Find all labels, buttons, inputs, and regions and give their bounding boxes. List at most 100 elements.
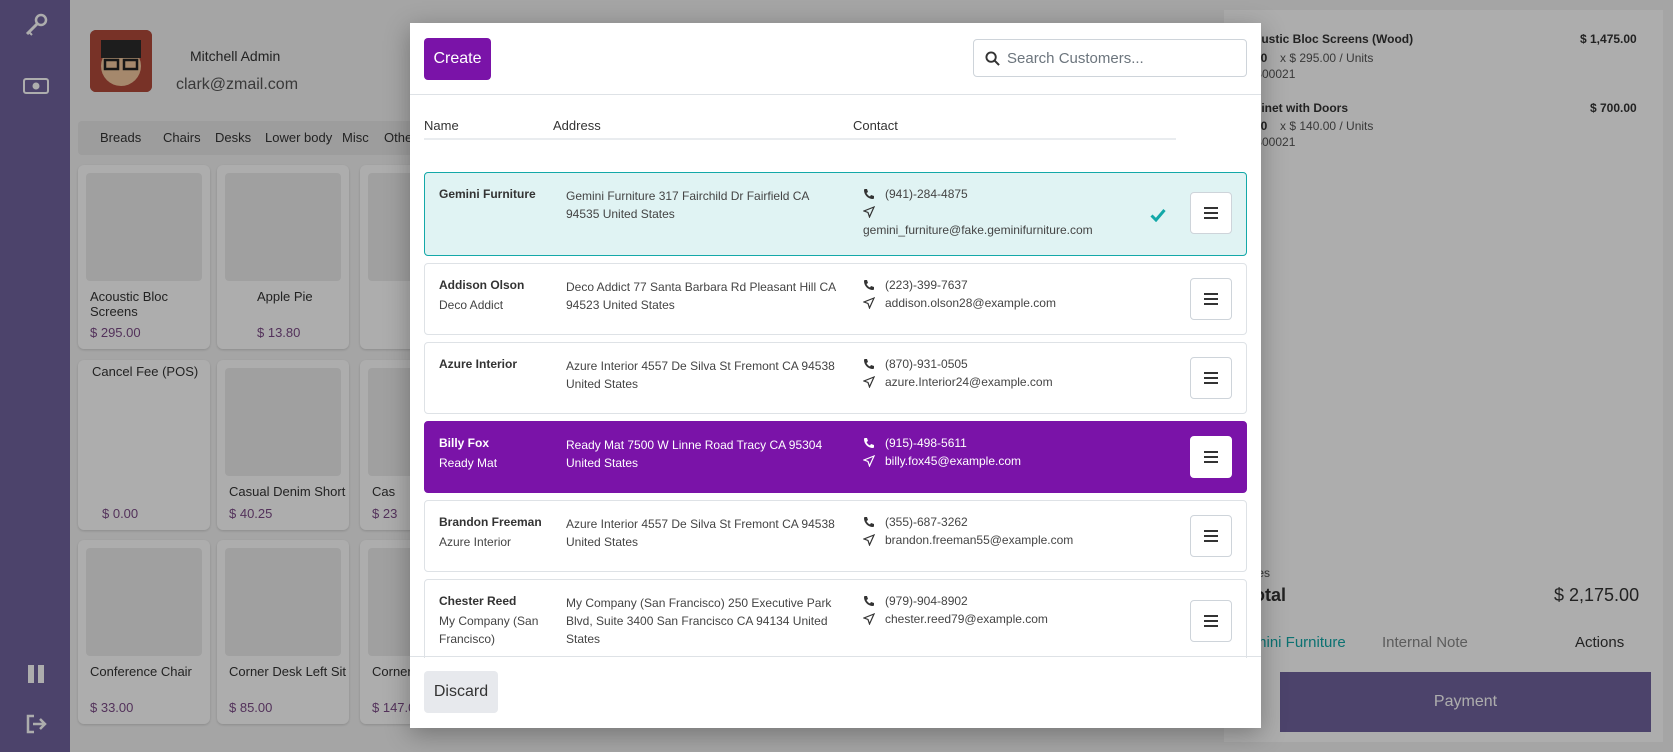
customer-address: Azure Interior 4557 De Silva St Fremont …: [566, 359, 835, 391]
user-email: clark@zmail.com: [176, 76, 299, 93]
hamburger-icon: [1204, 530, 1218, 542]
product-name: Cancel Fee (POS): [92, 364, 199, 379]
logout-icon[interactable]: [22, 710, 50, 738]
customer-email: addison.olson28@example.com: [885, 296, 1056, 310]
product-tile[interactable]: Conference Chair $ 33.00: [78, 540, 210, 724]
customer-address: Gemini Furniture 317 Fairchild Dr Fairfi…: [566, 189, 809, 221]
product-price: $ 23: [372, 506, 398, 521]
order-line-ref: S00021: [1254, 135, 1296, 149]
customer-address: Deco Addict 77 Santa Barbara Rd Pleasant…: [566, 280, 836, 312]
product-tile[interactable]: Corner Desk Left Sit $ 85.00: [217, 540, 349, 724]
customer-button[interactable]: mini Furniture: [1254, 634, 1346, 651]
key-icon[interactable]: [22, 12, 50, 40]
customer-row[interactable]: Brandon Freeman Azure Interior Azure Int…: [424, 500, 1247, 572]
column-address: Address: [553, 118, 601, 133]
customer-company: My Company (San Francisco): [439, 614, 539, 646]
order-line-unit: x $ 140.00 / Units: [1280, 119, 1374, 133]
product-tile[interactable]: Casual Denim Short $ 40.25: [217, 360, 349, 530]
customer-row[interactable]: Azure Interior Azure Interior 4557 De Si…: [424, 342, 1247, 414]
hamburger-icon: [1204, 207, 1218, 219]
customer-address: Azure Interior 4557 De Silva St Fremont …: [566, 517, 835, 549]
customer-address: Ready Mat 7500 W Linne Road Tracy CA 953…: [566, 438, 823, 470]
customer-row[interactable]: Chester Reed My Company (San Francisco) …: [424, 579, 1247, 658]
actions-button[interactable]: Actions: [1575, 634, 1625, 651]
customer-email: azure.Interior24@example.com: [885, 375, 1053, 389]
internal-note-button[interactable]: Internal Note: [1382, 634, 1468, 651]
search-input[interactable]: [1007, 48, 1237, 68]
customer-name: Brandon Freeman: [439, 515, 542, 529]
discard-button[interactable]: Discard: [424, 671, 498, 713]
customer-row[interactable]: Billy Fox Ready Mat Ready Mat 7500 W Lin…: [424, 421, 1247, 493]
product-price: $ 40.25: [229, 506, 273, 521]
hamburger-icon: [1204, 451, 1218, 463]
customer-name: Chester Reed: [439, 594, 517, 608]
product-name: Apple Pie: [257, 289, 313, 304]
product-name: Acoustic Bloc Screens: [90, 289, 169, 319]
customer-email: chester.reed79@example.com: [885, 612, 1048, 626]
paper-plane-icon: [863, 455, 875, 467]
order-line-name: oustic Bloc Screens (Wood): [1254, 32, 1414, 46]
paper-plane-icon: [863, 297, 875, 309]
hamburger-icon: [1204, 372, 1218, 384]
avatar: [90, 30, 152, 92]
customer-phone: (915)-498-5611: [885, 436, 967, 450]
customer-name: Azure Interior: [439, 357, 518, 371]
product-image: [225, 548, 341, 656]
customer-details-button[interactable]: [1190, 600, 1232, 642]
customer-details-button[interactable]: [1190, 192, 1232, 234]
product-image: [86, 548, 202, 656]
product-name: Casual Denim Short: [229, 484, 346, 499]
product-tile[interactable]: Cancel Fee (POS) $ 0.00: [78, 360, 210, 530]
order-panel: oustic Bloc Screens (Wood) $ 1,475.00 00…: [1224, 10, 1663, 742]
phone-icon: [864, 189, 874, 199]
create-button[interactable]: Create: [424, 38, 491, 80]
hamburger-icon: [1204, 293, 1218, 305]
left-rail: [0, 0, 70, 752]
category-chairs[interactable]: Chairs: [163, 130, 201, 145]
customer-name: Gemini Furniture: [439, 187, 536, 201]
customer-details-button[interactable]: [1190, 515, 1232, 557]
pause-icon[interactable]: [22, 660, 50, 688]
product-tile[interactable]: Acoustic Bloc Screens $ 295.00: [78, 165, 210, 349]
customer-list-modal: Create Name Address Contact Gemini Furni…: [410, 23, 1261, 728]
product-tile[interactable]: Apple Pie $ 13.80: [217, 165, 349, 349]
customer-email: brandon.freeman55@example.com: [885, 533, 1074, 547]
customer-details-button[interactable]: [1190, 357, 1232, 399]
category-breads[interactable]: Breads: [100, 130, 142, 145]
total-amount: $ 2,175.00: [1554, 585, 1640, 605]
modal-header: Create: [410, 23, 1261, 95]
order-line-unit: x $ 295.00 / Units: [1280, 51, 1374, 65]
category-desks[interactable]: Desks: [215, 130, 252, 145]
product-image: [225, 368, 341, 476]
order-line-ref: S00021: [1254, 67, 1296, 81]
customer-details-button[interactable]: [1190, 278, 1232, 320]
customer-phone: (979)-904-8902: [885, 594, 968, 608]
product-name: Corner: [372, 664, 412, 679]
product-name: Conference Chair: [90, 664, 192, 679]
customer-list: Gemini Furniture Gemini Furniture 317 Fa…: [410, 149, 1261, 658]
paper-plane-icon: [863, 613, 875, 625]
cash-icon[interactable]: [22, 72, 50, 100]
category-lower-body[interactable]: Lower body: [265, 130, 333, 145]
customer-phone: (223)-399-7637: [885, 278, 968, 292]
customer-details-button[interactable]: [1190, 436, 1232, 478]
customer-row[interactable]: Addison Olson Deco Addict Deco Addict 77…: [424, 263, 1247, 335]
column-name: Name: [424, 118, 459, 133]
order-line-amount: $ 1,475.00: [1580, 32, 1637, 46]
category-other[interactable]: Other: [384, 130, 417, 145]
customer-phone: (941)-284-4875: [885, 187, 968, 201]
paper-plane-icon: [863, 534, 875, 546]
customer-email: gemini_furniture@fake.geminifurniture.co…: [863, 223, 1093, 237]
payment-button[interactable]: Payment: [1280, 672, 1651, 732]
user-name: Mitchell Admin: [190, 48, 281, 64]
hamburger-icon: [1204, 615, 1218, 627]
product-price: $ 85.00: [229, 700, 273, 715]
order-line-name: binet with Doors: [1254, 101, 1348, 115]
order-line-amount: $ 700.00: [1590, 101, 1637, 115]
search-icon: [985, 51, 1000, 66]
column-headers: Name Address Contact: [424, 118, 1176, 140]
search-box[interactable]: [973, 39, 1247, 77]
product-image: [225, 173, 341, 281]
customer-row[interactable]: Gemini Furniture Gemini Furniture 317 Fa…: [424, 172, 1247, 256]
category-misc[interactable]: Misc: [342, 130, 369, 145]
